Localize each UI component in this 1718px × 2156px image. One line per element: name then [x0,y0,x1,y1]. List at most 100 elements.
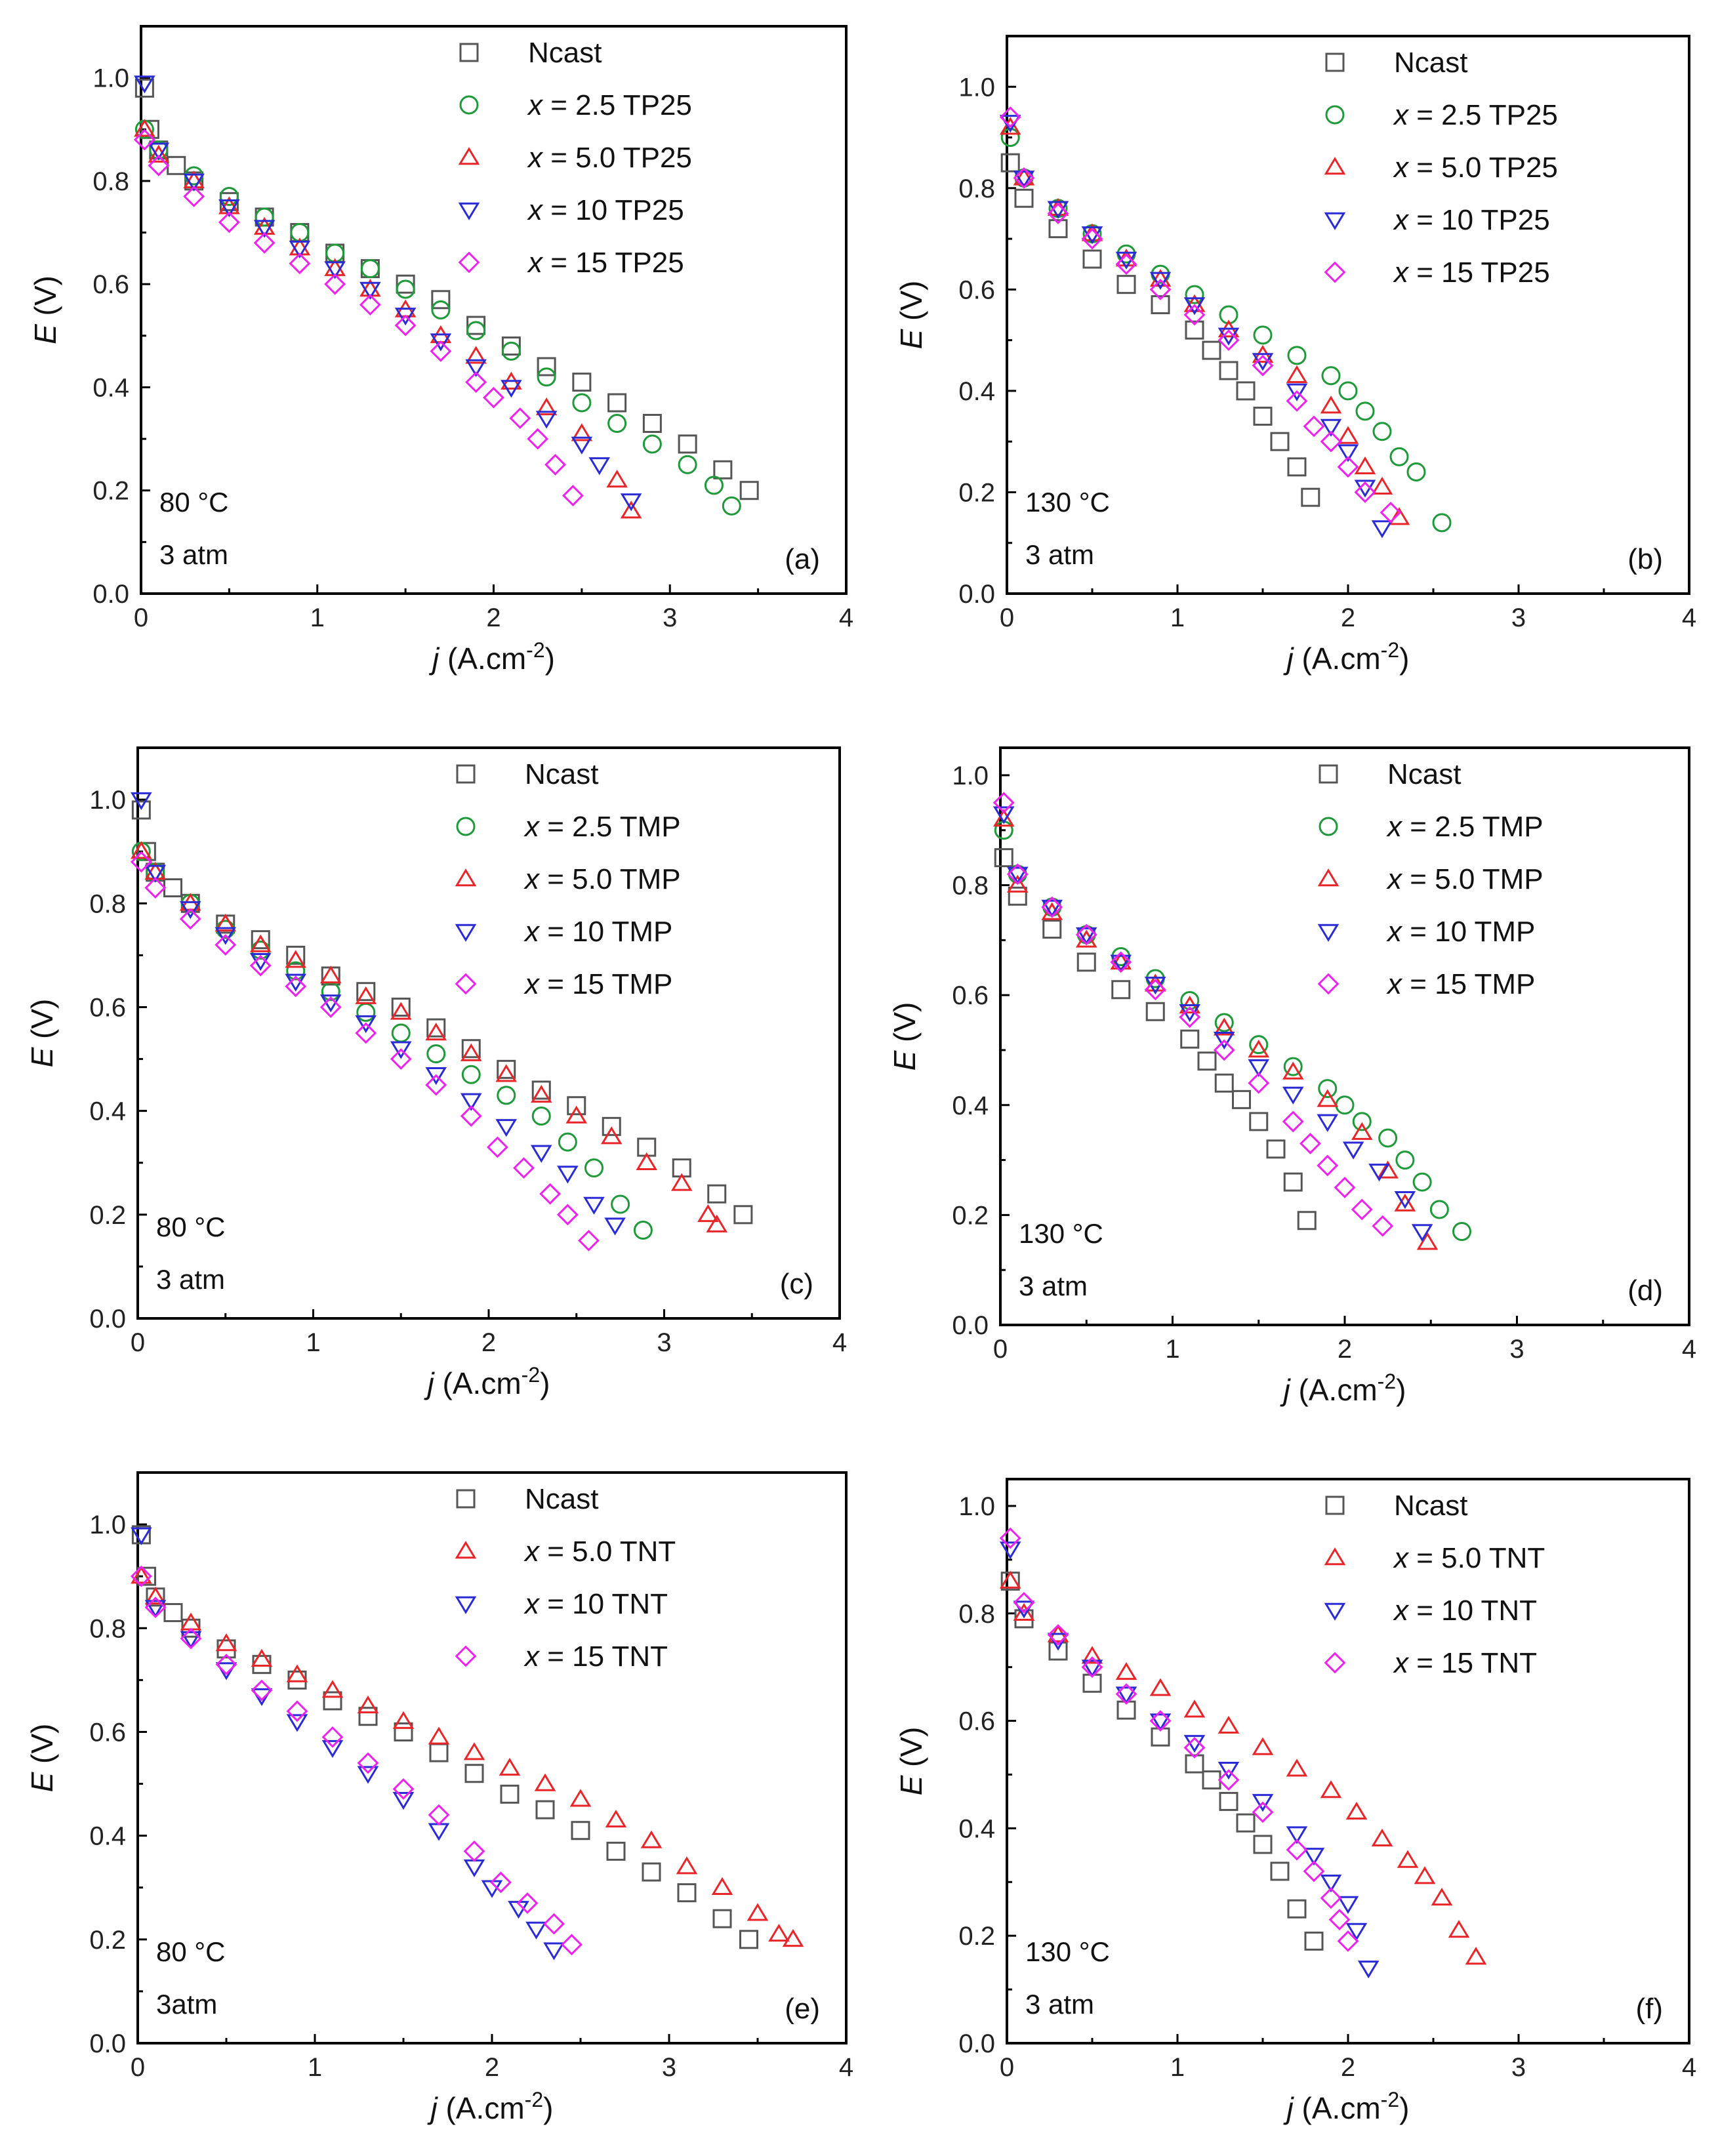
data-point [392,1711,415,1729]
x-axis-unit-close: ) [1399,2091,1409,2125]
data-point [713,460,733,479]
data-point [999,117,1021,135]
legend-entry: x = 15 TMP [455,968,672,1000]
x-axis-title: j (A.cm-2) [427,2088,554,2125]
data-point [497,1059,516,1079]
data-point [535,397,558,416]
data-point [501,380,522,398]
data-point [321,1680,344,1698]
panel-label: (b) [1627,543,1663,575]
data-point [543,1913,565,1935]
data-point [1110,951,1132,973]
y-axis-title: E (V) [25,1724,59,1793]
y-tick-label: 1.0 [952,762,989,790]
data-point [490,1871,512,1894]
data-point [179,908,201,930]
data-point [1000,153,1020,173]
data-point [1149,1678,1172,1696]
data-point [1144,973,1166,992]
data-point [678,455,697,474]
data-point [1282,1110,1304,1133]
legend-marker [1324,261,1346,283]
data-point [394,308,417,326]
data-point [604,1217,626,1236]
data-point [1082,249,1102,269]
data-point [1286,383,1308,401]
x-axis-unit-close: ) [1399,641,1409,676]
data-point [392,1778,415,1800]
x-tick-label: 1 [1165,1335,1179,1364]
data-point [394,1722,413,1741]
data-point [251,1688,273,1707]
data-point [1232,1089,1251,1109]
x-tick-label: 4 [1682,1335,1696,1364]
data-point [1368,1164,1390,1182]
legend-entry: Ncast [1319,758,1461,790]
legend-label: Ncast [1387,758,1461,790]
data-point [1465,1947,1487,1965]
legend-text: Ncast [528,37,602,69]
y-tick-label: 0.0 [958,580,995,609]
data-point [1283,1057,1303,1076]
data-point [636,1152,658,1170]
data-point [359,281,381,300]
legend-text: = 10 TP25 [542,194,684,226]
data-point [1266,1139,1286,1159]
data-point [1048,219,1068,239]
data-point [1338,381,1358,401]
data-point [999,1527,1021,1549]
y-tick-label: 0.4 [958,377,995,406]
panels: 0 1 2 3 4 0.0 0.2 0.4 0.6 0.8 1.0 j (A.cm-2) E (V) Nc… [25,25,1696,2125]
series-5-0 [999,117,1410,525]
data-point [1304,1931,1324,1951]
data-point [676,1856,698,1875]
data-point [1299,1133,1321,1154]
legend-label: x = 10 TMP [523,916,672,948]
legend-variable: x [1393,152,1410,184]
data-point [463,1859,485,1878]
data-point [466,321,486,340]
data-point [1185,320,1204,340]
data-point [430,340,452,362]
legend-label: x = 5.0 TMP [1386,863,1544,895]
legend-variable: x [523,863,541,895]
legend-marker [1319,817,1338,836]
data-point [606,1841,626,1861]
legend-label: x = 10 TP25 [527,194,684,226]
data-point [483,386,504,409]
y-tick-label: 0.2 [958,1922,995,1951]
y-axis-title: E (V) [894,281,928,350]
data-point [428,1823,450,1841]
data-point [1337,456,1359,478]
data-point [1303,415,1325,437]
data-point [1411,1224,1433,1242]
data-point [1345,1801,1368,1820]
data-point [606,470,628,488]
data-point [999,1541,1021,1560]
x-tick-label: 2 [481,1328,496,1357]
series-Ncast [1000,1572,1324,1951]
data-point [561,1934,583,1956]
legend-label: Ncast [525,758,598,790]
data-point [571,436,593,455]
data-point [1452,1222,1471,1242]
data-point [359,294,381,316]
data-point [733,1205,753,1225]
data-point [1354,481,1376,503]
data-point [495,1119,518,1137]
y-tick-label: 0.0 [89,1305,126,1333]
data-point [1249,1112,1269,1131]
legend-text: = 5.0 TP25 [1408,152,1558,184]
y-axis-unit: (V) [28,275,62,324]
data-point [677,1883,697,1903]
y-axis-unit: (V) [894,281,928,329]
data-point [1321,366,1341,386]
legend-label: x = 15 TNT [1393,1647,1537,1679]
data-point [605,1809,627,1828]
data-point [180,1627,202,1650]
data-point [1351,1122,1373,1140]
data-point [583,1196,605,1215]
data-point [179,901,201,920]
data-point [391,1023,411,1043]
legend-label: x = 2.5 TMP [523,811,681,843]
